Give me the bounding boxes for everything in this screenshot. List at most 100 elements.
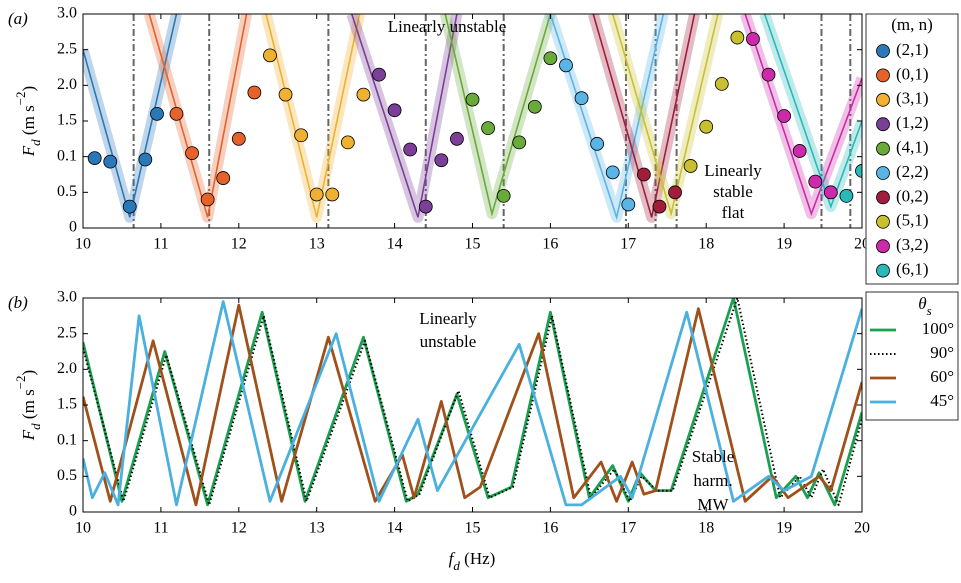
legend-marker: [876, 44, 890, 58]
x-tick-label: 17: [620, 236, 636, 253]
legend-label: (2,2): [896, 162, 929, 181]
y-tick-label: 2.5: [57, 40, 77, 57]
axis-label: Fd (m s−2): [13, 370, 43, 441]
data-line: [83, 303, 862, 507]
data-point: [808, 174, 823, 189]
axes-frame: [82, 297, 863, 513]
annotation: stable: [713, 182, 753, 201]
x-tick-label: 12: [231, 520, 247, 537]
legend-marker: [876, 239, 890, 254]
data-point: [372, 67, 386, 82]
data-point: [792, 144, 807, 158]
annotation: harm.: [693, 471, 732, 490]
tongue-line: [549, 14, 665, 221]
x-tick-label: 13: [309, 236, 325, 253]
data-point: [574, 91, 589, 106]
legend-marker: [876, 117, 890, 132]
label-part: (Hz): [460, 549, 495, 568]
data-point: [668, 185, 682, 200]
tongue-band: [346, 14, 463, 223]
y-tick-label: 0: [69, 219, 77, 236]
x-tick-label: 14: [387, 236, 403, 253]
label-part: −2: [13, 91, 28, 105]
x-tick-label: 19: [776, 520, 792, 537]
legend-label: (3,2): [896, 235, 929, 254]
data-point: [761, 67, 776, 82]
legend-label: 60°: [930, 367, 954, 386]
tongue-band: [439, 14, 556, 220]
data-point: [559, 58, 573, 73]
label-part: −2: [13, 375, 28, 389]
label-part: θ: [918, 294, 926, 313]
x-tick-label: 16: [542, 520, 558, 537]
y-tick-label: 0.1: [57, 431, 77, 448]
label-part: ): [19, 86, 38, 92]
y-tick-label: 0.5: [57, 467, 77, 484]
legend-title: (m, n): [891, 15, 933, 34]
x-tick-label: 10: [75, 236, 91, 253]
x-tick-label: 10: [75, 520, 91, 537]
legend-title: θs: [918, 294, 931, 319]
y-tick-label: 0.1: [57, 147, 77, 164]
data-point: [465, 92, 480, 107]
legend-label: (6,1): [896, 260, 929, 279]
data-point: [683, 159, 698, 173]
x-tick-label: 17: [620, 520, 636, 537]
data-point: [450, 131, 464, 146]
plot-area: [83, 14, 862, 228]
x-tick-label: 14: [387, 520, 403, 537]
y-tick-label: 3.0: [57, 289, 77, 306]
legend-label: 90°: [930, 343, 954, 362]
label-part: (m s: [19, 389, 38, 423]
data-point: [496, 188, 511, 203]
x-tick-label: 11: [153, 520, 168, 537]
tongue-line: [444, 14, 552, 217]
legend-label: (5,1): [896, 211, 929, 230]
data-point: [527, 99, 542, 114]
legend-label: (0,1): [896, 64, 929, 83]
data-point: [138, 152, 153, 167]
legend-label: (0,2): [896, 186, 929, 205]
data-point: [714, 77, 729, 91]
data-point: [387, 103, 402, 118]
legend-marker: [876, 214, 890, 229]
label-part: s: [927, 303, 932, 318]
data-point: [278, 87, 293, 102]
legend-marker: [876, 68, 890, 83]
data-point: [169, 106, 184, 121]
label-part: F: [19, 145, 38, 157]
y-tick-label: 3.0: [57, 5, 77, 22]
panel-label: (b): [8, 293, 28, 312]
data-point: [481, 121, 495, 136]
legend-marker: [876, 141, 890, 156]
data-point: [103, 154, 118, 169]
data-point: [263, 48, 277, 63]
data-point: [699, 119, 714, 134]
data-point: [590, 136, 605, 151]
label-part: f: [449, 549, 456, 568]
data-point: [294, 128, 309, 143]
x-tick-label: 18: [698, 236, 714, 253]
axis-label: fd (Hz): [449, 549, 496, 574]
x-tick-label: 19: [776, 236, 792, 253]
annotation: flat: [722, 203, 745, 222]
tongue-line: [763, 14, 862, 209]
legend-marker: [876, 166, 890, 180]
annotation: unstable: [420, 332, 477, 351]
data-point: [636, 167, 651, 182]
label-part: d: [453, 558, 460, 573]
data-point: [434, 153, 449, 168]
legend-marker: [876, 190, 890, 205]
y-tick-label: 2.0: [57, 360, 77, 377]
annotation: Linearly: [704, 161, 762, 180]
data-point: [231, 131, 246, 146]
x-tick-label: 16: [542, 236, 558, 253]
plot-area: [83, 298, 862, 507]
annotation: MW: [697, 495, 729, 514]
data-point: [356, 87, 371, 102]
data-point: [605, 165, 620, 180]
data-point: [777, 109, 791, 123]
axis-label: Fd (m s−2): [13, 86, 43, 157]
legend-label: 100°: [922, 319, 954, 338]
